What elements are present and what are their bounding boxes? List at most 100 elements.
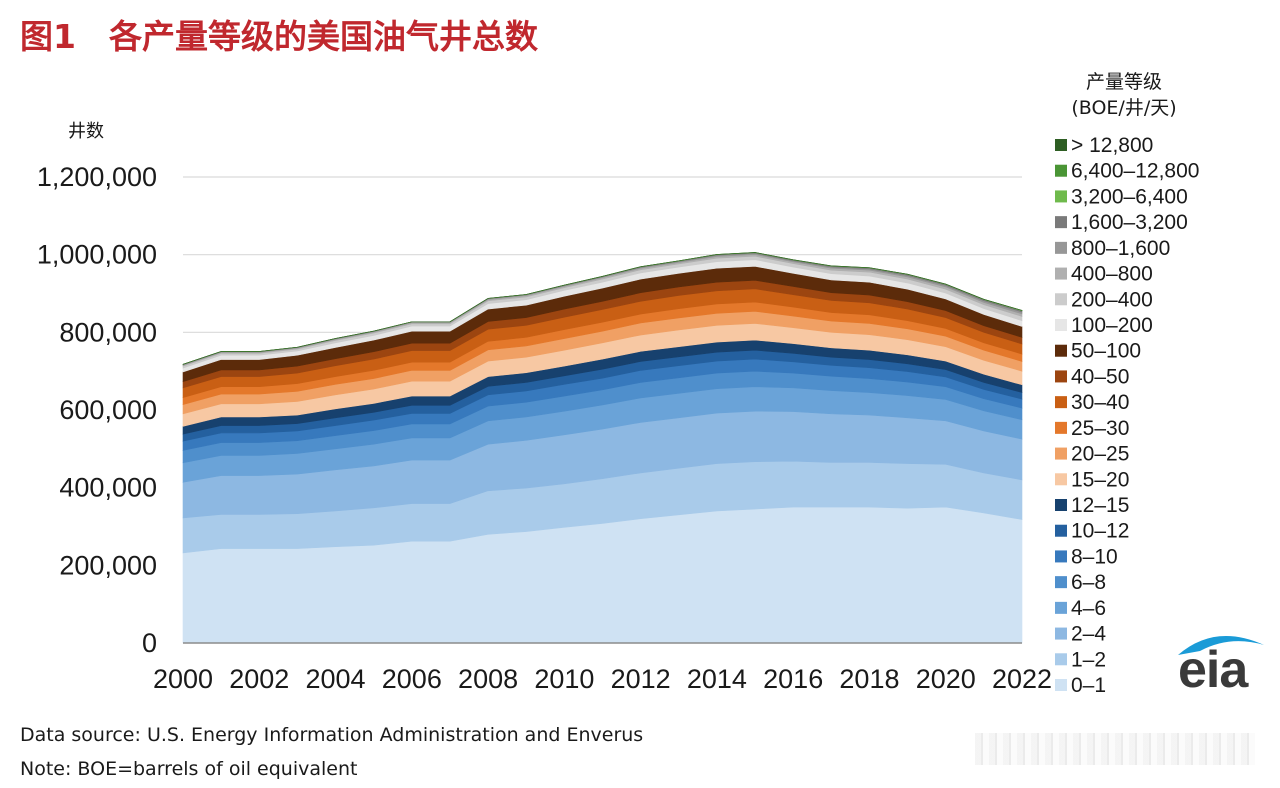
data-source-note: Data source: U.S. Energy Information Adm… (20, 724, 644, 746)
legend-label: 1–2 (1071, 648, 1106, 671)
legend-label: 6–8 (1071, 571, 1106, 594)
legend-label: 25–30 (1071, 417, 1129, 440)
legend-swatch (1055, 241, 1067, 254)
legend-label: 800–1,600 (1071, 237, 1170, 260)
legend-item: 10–12 (1055, 520, 1129, 543)
legend-label: 10–12 (1071, 520, 1129, 543)
legend-item: 12–15 (1055, 494, 1129, 517)
x-tick-label: 2008 (458, 664, 518, 694)
y-tick-label: 800,000 (59, 317, 157, 347)
y-tick-label: 1,200,000 (37, 162, 157, 192)
legend-item: 2–4 (1055, 623, 1106, 646)
area-series-layer (182, 252, 1023, 644)
legend-item: 3,200–6,400 (1055, 185, 1188, 208)
x-tick-label: 2004 (306, 664, 366, 694)
legend-label: 6,400–12,800 (1071, 160, 1199, 183)
x-tick-label: 2018 (839, 664, 899, 694)
legend-label: 12–15 (1071, 494, 1129, 517)
legend-swatch (1055, 550, 1067, 563)
legend-swatch (1055, 679, 1067, 691)
legend-swatch (1055, 164, 1067, 177)
legend-swatch (1055, 627, 1067, 640)
legend-title: 产量等级 (1086, 71, 1162, 93)
legend-item: 50–100 (1055, 340, 1141, 363)
legend-label: 40–50 (1071, 365, 1129, 388)
x-tick-label: 2000 (153, 664, 213, 694)
axes: 0 200,000 400,000 600,000 800,000 1,000,000 1,… (37, 121, 1052, 694)
eia-logo (1170, 625, 1270, 705)
legend-swatch (1055, 653, 1067, 666)
legend-label: 400–800 (1071, 263, 1153, 286)
legend-label: 30–40 (1071, 391, 1129, 414)
legend-item: 800–1,600 (1055, 237, 1170, 260)
legend: 产量等级 (BOE/井/天) > 12,800 6,400–12,8003,200–6… (1055, 71, 1199, 697)
legend-item: 6,400–12,800 (1055, 160, 1199, 183)
legend-item: 20–25 (1055, 443, 1129, 466)
legend-label: 200–400 (1071, 288, 1153, 311)
legend-swatch (1055, 396, 1067, 409)
y-tick-label: 600,000 (59, 395, 157, 425)
y-tick-label: 0 (142, 628, 157, 658)
legend-label: 3,200–6,400 (1071, 185, 1188, 208)
area-series-21 (182, 252, 1023, 365)
legend-swatch (1055, 216, 1067, 229)
legend-swatch (1055, 524, 1067, 537)
legend-swatch (1055, 421, 1067, 434)
legend-item: 1,600–3,200 (1055, 211, 1188, 234)
legend-swatch (1055, 319, 1067, 331)
legend-item: 100–200 (1055, 314, 1153, 337)
legend-label: 15–20 (1071, 468, 1129, 491)
x-tick-label: 2010 (534, 664, 594, 694)
legend-item: 30–40 (1055, 391, 1129, 414)
legend-label: 2–4 (1071, 623, 1106, 646)
x-tick-label: 2016 (763, 664, 823, 694)
legend-label: 1,600–3,200 (1071, 211, 1188, 234)
x-tick-label: 2006 (382, 664, 442, 694)
legend-label: 100–200 (1071, 314, 1153, 337)
footnote: Note: BOE=barrels of oil equivalent (20, 758, 358, 780)
legend-swatch (1055, 139, 1067, 151)
x-tick-label: 2012 (611, 664, 671, 694)
legend-item: 400–800 (1055, 263, 1153, 286)
x-tick-label: 2020 (916, 664, 976, 694)
legend-item: 1–2 (1055, 648, 1106, 671)
legend-label: 0–1 (1071, 674, 1106, 697)
eia-logo-text: eia (1178, 641, 1248, 699)
legend-label: 8–10 (1071, 545, 1118, 568)
legend-item: 40–50 (1055, 365, 1129, 388)
legend-label: 4–6 (1071, 597, 1106, 620)
y-tick-label: 1,000,000 (37, 240, 157, 270)
legend-swatch (1055, 293, 1067, 306)
y-axis-title: 井数 (68, 121, 104, 142)
x-tick-label: 2014 (687, 664, 747, 694)
watermark (975, 733, 1255, 765)
legend-swatch (1055, 601, 1067, 614)
legend-item: > 12,800 (1055, 134, 1153, 157)
legend-title: (BOE/井/天) (1071, 97, 1176, 119)
y-tick-label: 200,000 (59, 550, 157, 580)
legend-item: 4–6 (1055, 597, 1106, 620)
legend-item: 8–10 (1055, 545, 1118, 568)
legend-label: 50–100 (1071, 340, 1141, 363)
legend-label: > 12,800 (1071, 134, 1153, 157)
x-tick-label: 2022 (992, 664, 1052, 694)
legend-swatch (1055, 267, 1067, 280)
legend-swatch (1055, 576, 1067, 589)
y-tick-label: 400,000 (59, 473, 157, 503)
x-tick-label: 2002 (229, 664, 289, 694)
legend-swatch (1055, 473, 1067, 486)
legend-item: 200–400 (1055, 288, 1153, 311)
legend-label: 20–25 (1071, 443, 1129, 466)
legend-item: 0–1 (1055, 674, 1106, 697)
legend-swatch (1055, 499, 1067, 511)
legend-item: 15–20 (1055, 468, 1129, 491)
eia-swoosh-icon (1178, 636, 1264, 655)
legend-item: 25–30 (1055, 417, 1129, 440)
legend-swatch (1055, 190, 1067, 203)
legend-item: 6–8 (1055, 571, 1106, 594)
legend-swatch (1055, 447, 1067, 460)
legend-swatch (1055, 344, 1067, 357)
figure-title: 图1 各产量等级的美国油气井总数 (20, 17, 538, 56)
legend-swatch (1055, 370, 1067, 383)
